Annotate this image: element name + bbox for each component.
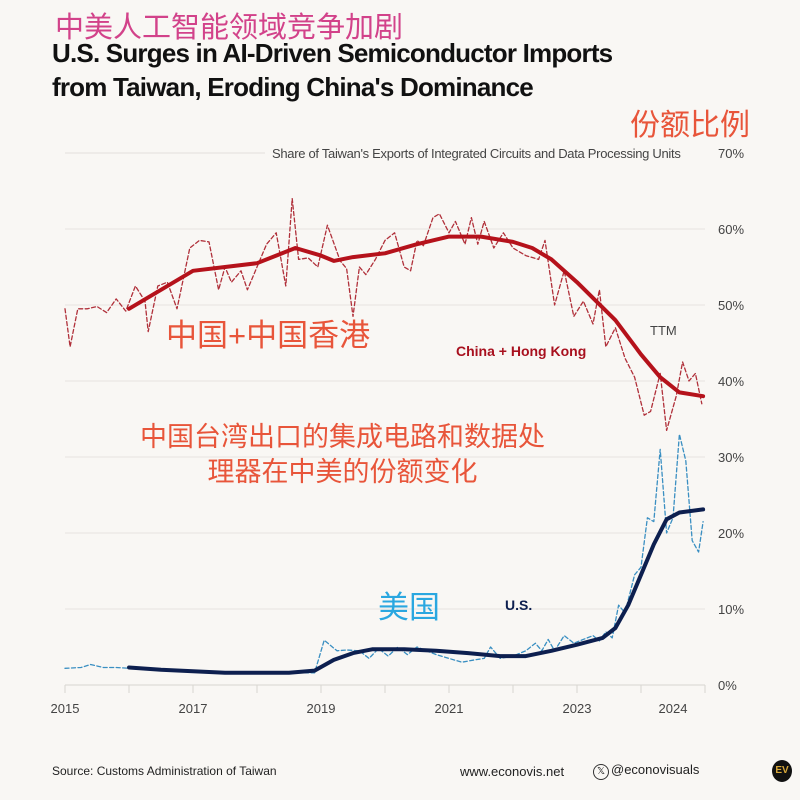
title-line-1: U.S. Surges in AI-Driven Semiconductor I… — [52, 38, 613, 68]
y-tick-label: 30% — [718, 450, 744, 465]
handle-text: @econovisuals — [611, 762, 700, 777]
y-tick-label: 0% — [718, 678, 737, 693]
chinese-china-label: 中国+中国香港 — [166, 318, 371, 353]
x-tick-label: 2019 — [307, 701, 336, 716]
title-line-2: from Taiwan, Eroding China's Dominance — [52, 72, 534, 102]
series-label-us: U.S. — [505, 597, 533, 613]
chinese-share-label: 份额比例 — [630, 109, 750, 142]
x-tick-label: 2023 — [563, 701, 592, 716]
chart-title: U.S. Surges in AI-Driven Semiconductor I… — [52, 36, 613, 104]
econovis-logo: EV — [772, 760, 792, 782]
website-link[interactable]: www.econovis.net — [460, 764, 565, 779]
y-tick-label: 10% — [718, 602, 744, 617]
x-tick-label: 2024 — [659, 701, 688, 716]
social-handle[interactable]: 𝕏 @econovisuals — [593, 762, 699, 780]
chinese-title: 中美人工智能领域竞争加剧 — [55, 12, 404, 44]
y-tick-label: 60% — [718, 222, 744, 237]
x-tick-label: 2021 — [435, 701, 464, 716]
series-label-china: China + Hong Kong — [456, 343, 587, 359]
chart-subtitle: Share of Taiwan's Exports of Integrated … — [272, 146, 681, 161]
series-line-china-hong-kong-ttm — [127, 234, 706, 399]
y-tick-label: 40% — [718, 374, 744, 389]
ttm-label: TTM — [650, 323, 677, 338]
description-line-2: 理器在中美的份额变化 — [207, 457, 478, 487]
source-note: Source: Customs Administration of Taiwan — [52, 764, 277, 778]
series-line-u-s-ttm — [127, 507, 706, 675]
x-logo-icon: 𝕏 — [593, 764, 609, 780]
x-tick-label: 2017 — [179, 701, 208, 716]
y-tick-label: 50% — [718, 298, 744, 313]
description-line-1: 中国台湾出口的集成电路和数据处 — [140, 422, 545, 452]
y-tick-label: 70% — [718, 146, 744, 161]
chinese-us-label: 美国 — [378, 590, 440, 625]
chinese-description: 中国台湾出口的集成电路和数据处 理器在中美的份额变化 — [140, 420, 545, 490]
series-line-china-hong-kong — [64, 197, 703, 432]
x-tick-label: 2015 — [51, 701, 80, 716]
y-tick-label: 20% — [718, 526, 744, 541]
